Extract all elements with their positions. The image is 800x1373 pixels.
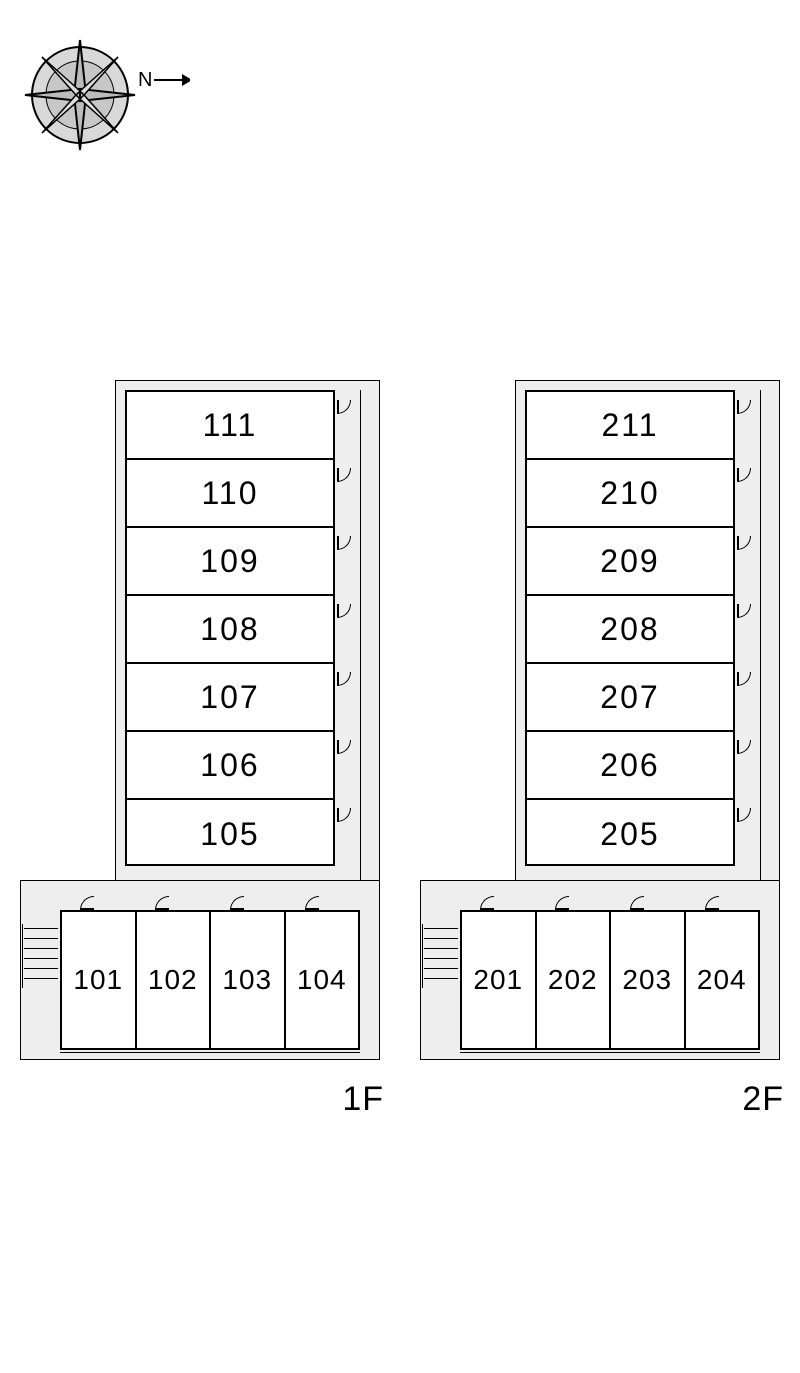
room: 103 xyxy=(211,912,286,1048)
room: 107 xyxy=(127,664,333,732)
balcony-line xyxy=(460,1052,760,1053)
room-label: 102 xyxy=(148,964,198,996)
door-icon xyxy=(630,908,644,922)
room-label: 110 xyxy=(201,475,258,512)
room-label: 107 xyxy=(200,679,259,716)
door-icon xyxy=(305,908,319,922)
door-icon xyxy=(155,908,169,922)
vertical-wing: 111 110 109 108 107 106 105 xyxy=(125,390,335,866)
door-icon xyxy=(737,808,751,822)
room-label: 208 xyxy=(600,611,659,648)
room: 205 xyxy=(527,800,733,868)
door-icon xyxy=(737,740,751,754)
door-icon xyxy=(737,536,751,550)
room: 104 xyxy=(286,912,359,1048)
room-label: 106 xyxy=(200,747,259,784)
room: 207 xyxy=(527,664,733,732)
stairs-icon xyxy=(24,928,58,984)
room: 202 xyxy=(537,912,612,1048)
room: 111 xyxy=(127,392,333,460)
room-label: 101 xyxy=(73,964,123,996)
door-icon xyxy=(737,672,751,686)
room-label: 109 xyxy=(200,543,259,580)
door-icon xyxy=(737,604,751,618)
room: 211 xyxy=(527,392,733,460)
room-label: 210 xyxy=(600,475,659,512)
floor-1: 111 110 109 108 107 106 105 101 102 103 … xyxy=(20,380,390,1100)
door-icon xyxy=(737,468,751,482)
room-label: 206 xyxy=(600,747,659,784)
door-icon xyxy=(337,400,351,414)
room-label: 202 xyxy=(548,964,598,996)
door-icon xyxy=(80,908,94,922)
room: 106 xyxy=(127,732,333,800)
balcony-line xyxy=(60,1052,360,1053)
door-icon xyxy=(737,400,751,414)
door-icon xyxy=(705,908,719,922)
door-icon xyxy=(230,908,244,922)
corridor-line xyxy=(360,390,361,880)
room: 204 xyxy=(686,912,759,1048)
room-label: 205 xyxy=(600,816,659,853)
room: 206 xyxy=(527,732,733,800)
room-label: 103 xyxy=(222,964,272,996)
room-label: 105 xyxy=(200,816,259,853)
horizontal-wing: 201 202 203 204 xyxy=(460,910,760,1050)
corridor-line xyxy=(760,390,761,880)
floor-label: 2F xyxy=(742,1080,784,1119)
room-label: 207 xyxy=(600,679,659,716)
room-label: 209 xyxy=(600,543,659,580)
horizontal-wing: 101 102 103 104 xyxy=(60,910,360,1050)
room: 101 xyxy=(62,912,137,1048)
stairs-icon xyxy=(424,928,458,984)
vertical-wing: 211 210 209 208 207 206 205 xyxy=(525,390,735,866)
door-icon xyxy=(480,908,494,922)
room: 208 xyxy=(527,596,733,664)
floorplan-page: N 111 110 109 108 107 106 105 101 xyxy=(0,0,800,1373)
door-icon xyxy=(337,740,351,754)
room-label: 201 xyxy=(473,964,523,996)
door-icon xyxy=(337,536,351,550)
room: 105 xyxy=(127,800,333,868)
room: 109 xyxy=(127,528,333,596)
room: 110 xyxy=(127,460,333,528)
room: 209 xyxy=(527,528,733,596)
room-label: 203 xyxy=(622,964,672,996)
door-icon xyxy=(337,672,351,686)
room: 102 xyxy=(137,912,212,1048)
door-icon xyxy=(555,908,569,922)
compass-north-label: N xyxy=(138,69,152,91)
stairs-rail xyxy=(422,924,423,988)
room-label: 204 xyxy=(697,964,747,996)
stairs-rail xyxy=(22,924,23,988)
room: 203 xyxy=(611,912,686,1048)
compass-svg: N xyxy=(20,20,190,170)
floor-label: 1F xyxy=(342,1080,384,1119)
room-label: 211 xyxy=(601,407,658,444)
door-icon xyxy=(337,808,351,822)
room-label: 108 xyxy=(200,611,259,648)
room: 108 xyxy=(127,596,333,664)
door-icon xyxy=(337,604,351,618)
room: 201 xyxy=(462,912,537,1048)
room-label: 104 xyxy=(297,964,347,996)
room-label: 111 xyxy=(203,407,258,444)
floor-2: 211 210 209 208 207 206 205 201 202 203 … xyxy=(420,380,790,1100)
door-icon xyxy=(337,468,351,482)
compass: N xyxy=(20,20,190,175)
room: 210 xyxy=(527,460,733,528)
